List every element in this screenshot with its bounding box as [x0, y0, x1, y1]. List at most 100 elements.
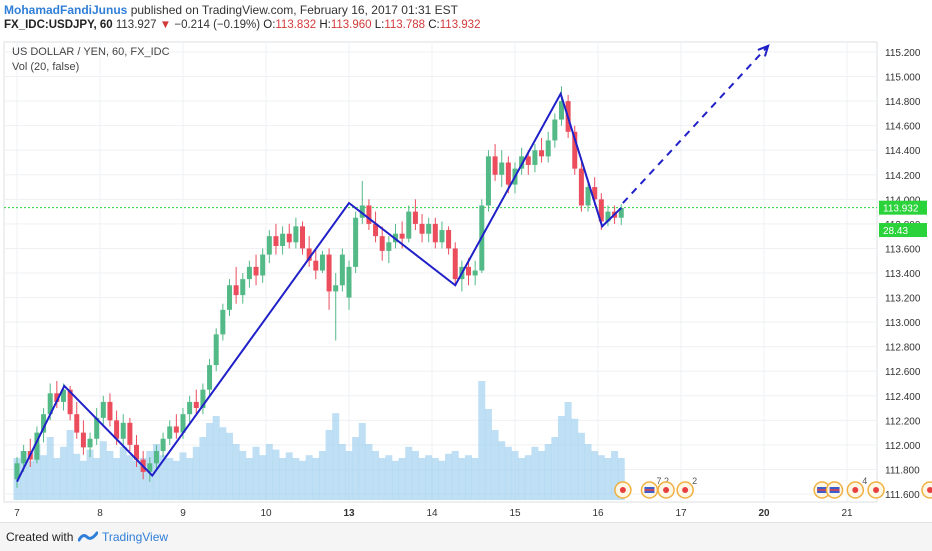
candle-body	[366, 205, 372, 224]
projection-arrowhead-icon[interactable]	[757, 44, 770, 57]
candle-body	[87, 438, 93, 448]
volume-tag	[879, 223, 927, 238]
publish-line: MohamadFandiJunus published on TradingVi…	[4, 3, 458, 17]
candle-body	[532, 150, 538, 165]
volume-bar	[285, 452, 293, 500]
price-tick-label: 114.800	[885, 97, 921, 108]
candle-body	[432, 223, 438, 243]
volume-bar	[325, 430, 333, 500]
symbol-label[interactable]: FX_IDC:USDJPY, 60	[4, 19, 113, 31]
candle-body	[386, 242, 392, 251]
close-label: C:	[428, 19, 440, 31]
volume-bar	[239, 451, 247, 500]
volume-bar	[279, 458, 287, 500]
candle-body	[319, 254, 325, 271]
jp-flag-icon	[682, 487, 689, 493]
volume-bar	[259, 455, 267, 500]
volume-bar	[498, 441, 506, 500]
current-price-tag	[879, 200, 927, 215]
volume-bar	[332, 413, 340, 500]
chart-title: US DOLLAR / YEN, 60, FX_IDC	[12, 46, 170, 58]
volume-bar	[531, 446, 539, 500]
candle-body	[472, 270, 478, 276]
time-tick-label: 7	[14, 508, 20, 519]
volume-bar	[577, 432, 585, 500]
volume-bar	[518, 458, 526, 500]
price-tick-label: 113.000	[885, 318, 921, 329]
candle-body	[200, 389, 206, 409]
volume-bar	[312, 458, 320, 500]
candle-body	[147, 463, 153, 472]
candle-body	[585, 187, 591, 206]
candle-body	[54, 393, 60, 402]
time-axis[interactable]: 7 8 9 10 13 14 15 16 17 20 21	[14, 508, 853, 519]
price-tick-label: 112.600	[885, 367, 921, 378]
candle-body	[207, 365, 213, 390]
candle-body	[60, 389, 66, 402]
candle-body	[193, 401, 199, 409]
price-chart[interactable]: 7 2 2 4 111.600 111.800 112.000 112.200 112.40…	[0, 37, 932, 521]
volume-bar	[465, 455, 473, 500]
time-tick-label: 16	[592, 508, 604, 519]
candle-body	[94, 417, 100, 439]
candle-body	[21, 451, 27, 464]
price-change: −0.214 (−0.19%)	[174, 19, 261, 31]
candle-body	[80, 432, 86, 448]
candle-body	[153, 451, 159, 464]
jp-flag-icon	[873, 487, 880, 493]
volume-bar	[597, 455, 605, 500]
volume-bar	[212, 416, 220, 500]
author-link[interactable]: MohamadFandiJunus	[4, 3, 128, 17]
volume-bar	[166, 458, 174, 500]
price-tick-label: 112.400	[885, 392, 921, 403]
candle-body	[572, 131, 578, 169]
candle-body	[74, 414, 80, 433]
volume-bar	[206, 423, 214, 500]
candle-body	[499, 162, 505, 175]
tradingview-link[interactable]: TradingView	[102, 530, 169, 544]
candle-body	[379, 236, 385, 251]
open-value: 113.832	[275, 19, 317, 31]
volume-bars	[13, 381, 625, 500]
candle-body	[306, 248, 312, 261]
candle-body	[233, 285, 239, 296]
price-tick-label: 113.200	[885, 294, 921, 305]
candle-body	[326, 254, 332, 292]
price-tick-label: 114.200	[885, 171, 921, 182]
event-markers[interactable]: 7 2 2 4	[614, 476, 932, 499]
volume-bar	[318, 451, 326, 500]
grid	[4, 42, 877, 502]
jp-flag-icon	[619, 487, 626, 493]
zigzag-line[interactable]	[16, 91, 622, 483]
volume-bar	[352, 437, 360, 500]
projection-arrow-line[interactable]	[622, 45, 769, 204]
volume-bar	[299, 460, 307, 500]
created-with-text: Created with	[6, 530, 74, 544]
high-value: 113.960	[330, 19, 372, 31]
candle-body	[466, 266, 472, 276]
time-tick-label: 13	[343, 508, 355, 519]
candle-body	[346, 266, 352, 298]
zigzag-drawing[interactable]	[16, 44, 770, 483]
candle-body	[419, 223, 425, 234]
candle-body	[399, 233, 405, 239]
price-axis[interactable]: 111.600 111.800 112.000 112.200 112.400 112.6…	[879, 48, 927, 501]
volume-bar	[66, 430, 74, 500]
last-price: 113.927	[115, 19, 157, 31]
volume-bar	[265, 444, 273, 500]
candle-body	[406, 211, 412, 239]
volume-bar	[584, 444, 592, 500]
candle-body	[114, 420, 120, 439]
time-tick-label: 8	[97, 508, 103, 519]
volume-bar	[225, 432, 233, 500]
candle-body	[67, 389, 73, 415]
time-tick-label: 21	[841, 508, 853, 519]
volume-bar	[431, 458, 439, 500]
tradingview-logo-icon	[78, 531, 98, 542]
jp-flag-icon	[927, 487, 932, 493]
volume-bar	[557, 416, 565, 500]
candle-body	[280, 233, 286, 246]
plot-area[interactable]	[3, 41, 878, 503]
volume-bar	[172, 460, 180, 500]
volume-bar	[305, 455, 313, 500]
